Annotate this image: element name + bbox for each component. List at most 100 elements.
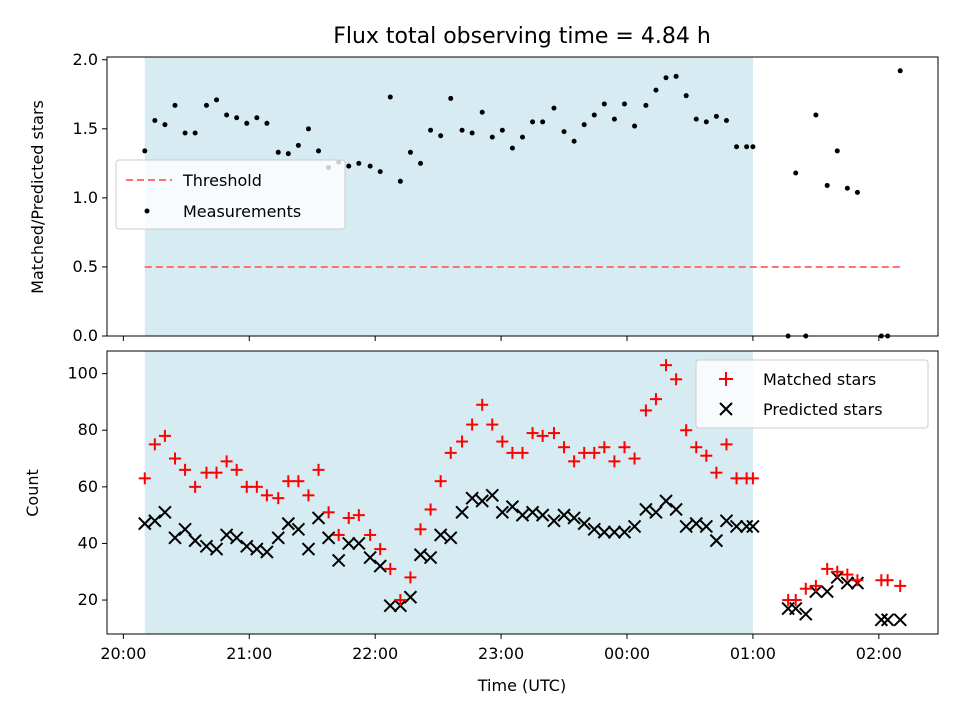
matched-star-point xyxy=(220,455,233,468)
matched-star-point xyxy=(690,441,703,454)
matched-star-point xyxy=(881,574,894,587)
measurement-point xyxy=(663,75,669,81)
measurement-point xyxy=(316,148,322,154)
matched-star-point xyxy=(282,475,295,488)
top-y-tick-label: 2.0 xyxy=(73,50,98,69)
top-axes-frame xyxy=(106,56,939,337)
measurement-point xyxy=(561,129,567,135)
predicted-star-point xyxy=(352,536,366,551)
matched-star-point xyxy=(547,427,560,440)
measurement-point xyxy=(673,73,679,79)
predicted-star-point xyxy=(260,545,274,559)
matched-star-point xyxy=(831,565,844,578)
measurement-point xyxy=(834,148,840,154)
matched-star-point xyxy=(598,441,611,454)
matched-star-point xyxy=(374,543,387,556)
matched-star-point xyxy=(292,475,305,488)
measurement-point xyxy=(182,130,188,136)
matched-star-point xyxy=(821,562,834,575)
predicted-star-point xyxy=(689,516,703,531)
bottom-x-ticks: 20:00 21:00 22:00 23:00 00:00 01:00 02:00 xyxy=(100,634,902,663)
matched-star-point xyxy=(456,435,469,448)
bottom-y-axis-label: Count xyxy=(23,469,42,517)
matched-star-point xyxy=(789,594,802,607)
top-y-axis-label: Matched/Predicted stars xyxy=(28,100,47,294)
chart-title: Flux total observing time = 4.84 h xyxy=(333,24,711,49)
measurement-point xyxy=(897,68,903,74)
predicted-star-point xyxy=(240,539,254,553)
predicted-star-point xyxy=(525,505,540,520)
matched-star-point xyxy=(608,455,621,468)
top-y-tick-label: 1.5 xyxy=(73,119,98,138)
bottom-y-tick-label: 20 xyxy=(78,590,98,609)
matched-star-point xyxy=(179,463,192,476)
predicted-star-point xyxy=(557,508,571,522)
measurement-point xyxy=(601,101,607,107)
bottom-y-tick-label: 80 xyxy=(78,420,98,439)
predicted-star-point xyxy=(669,502,683,517)
matched-star-point xyxy=(700,449,713,462)
matched-star-point xyxy=(799,582,812,595)
matched-star-point xyxy=(618,441,631,454)
matched-star-point xyxy=(364,528,377,541)
measurement-point xyxy=(744,144,750,150)
measurement-point xyxy=(448,95,454,101)
legend-measurements-label: Measurements xyxy=(183,202,301,221)
matched-star-point xyxy=(342,511,355,524)
matched-star-point xyxy=(424,503,437,516)
matched-star-point xyxy=(466,418,479,431)
top-legend-box xyxy=(115,159,346,230)
matched-star-point xyxy=(649,393,662,406)
matched-star-point xyxy=(516,446,529,459)
measurement-point xyxy=(459,127,465,133)
predicted-star-point xyxy=(331,553,346,568)
predicted-star-point xyxy=(547,514,561,528)
predicted-star-point xyxy=(373,559,387,573)
bottom-shaded-region xyxy=(144,351,753,634)
predicted-star-point xyxy=(455,505,469,520)
legend-predicted-swatch xyxy=(719,402,733,416)
predicted-star-point xyxy=(874,613,889,627)
predicted-star-point xyxy=(719,514,734,528)
predicted-star-point xyxy=(639,502,653,517)
predicted-star-point xyxy=(515,508,530,522)
predicted-star-point xyxy=(475,494,489,508)
measurement-point xyxy=(275,149,281,155)
measurement-point xyxy=(683,93,689,99)
predicted-star-point xyxy=(433,528,448,542)
measurement-point xyxy=(356,160,362,166)
top-legend: Threshold Measurements xyxy=(115,159,346,230)
measurement-point xyxy=(397,178,403,184)
predicted-star-point xyxy=(250,542,264,556)
predicted-star-point xyxy=(729,519,744,534)
measurement-point xyxy=(632,123,638,129)
predicted-star-point xyxy=(138,516,152,531)
predicted-star-point xyxy=(444,531,458,545)
legend-threshold-label: Threshold xyxy=(182,171,262,190)
measurement-point xyxy=(723,118,729,124)
matched-star-point xyxy=(476,398,489,411)
measurement-point xyxy=(285,151,291,157)
measurement-point xyxy=(499,127,505,133)
measurement-point xyxy=(621,101,627,107)
predicted-star-point xyxy=(342,536,356,551)
matched-star-point xyxy=(210,466,223,479)
bottom-y-tick-label: 60 xyxy=(78,477,98,496)
measurement-point xyxy=(611,116,617,122)
predicted-star-point xyxy=(281,516,296,531)
measurement-point xyxy=(571,138,577,144)
predicted-star-point xyxy=(880,613,895,627)
predicted-star-point xyxy=(577,516,591,531)
measurement-point xyxy=(152,118,158,124)
predicted-star-point xyxy=(746,519,760,534)
measurement-point xyxy=(591,112,597,118)
x-tick-label: 00:00 xyxy=(604,644,650,663)
measurement-point xyxy=(254,115,260,121)
measurement-point xyxy=(750,144,756,150)
predicted-star-point xyxy=(199,539,214,553)
predicted-star-point xyxy=(659,494,673,508)
measurement-point xyxy=(703,119,709,125)
bottom-legend-box xyxy=(695,359,929,429)
predicted-star-point xyxy=(383,598,398,613)
